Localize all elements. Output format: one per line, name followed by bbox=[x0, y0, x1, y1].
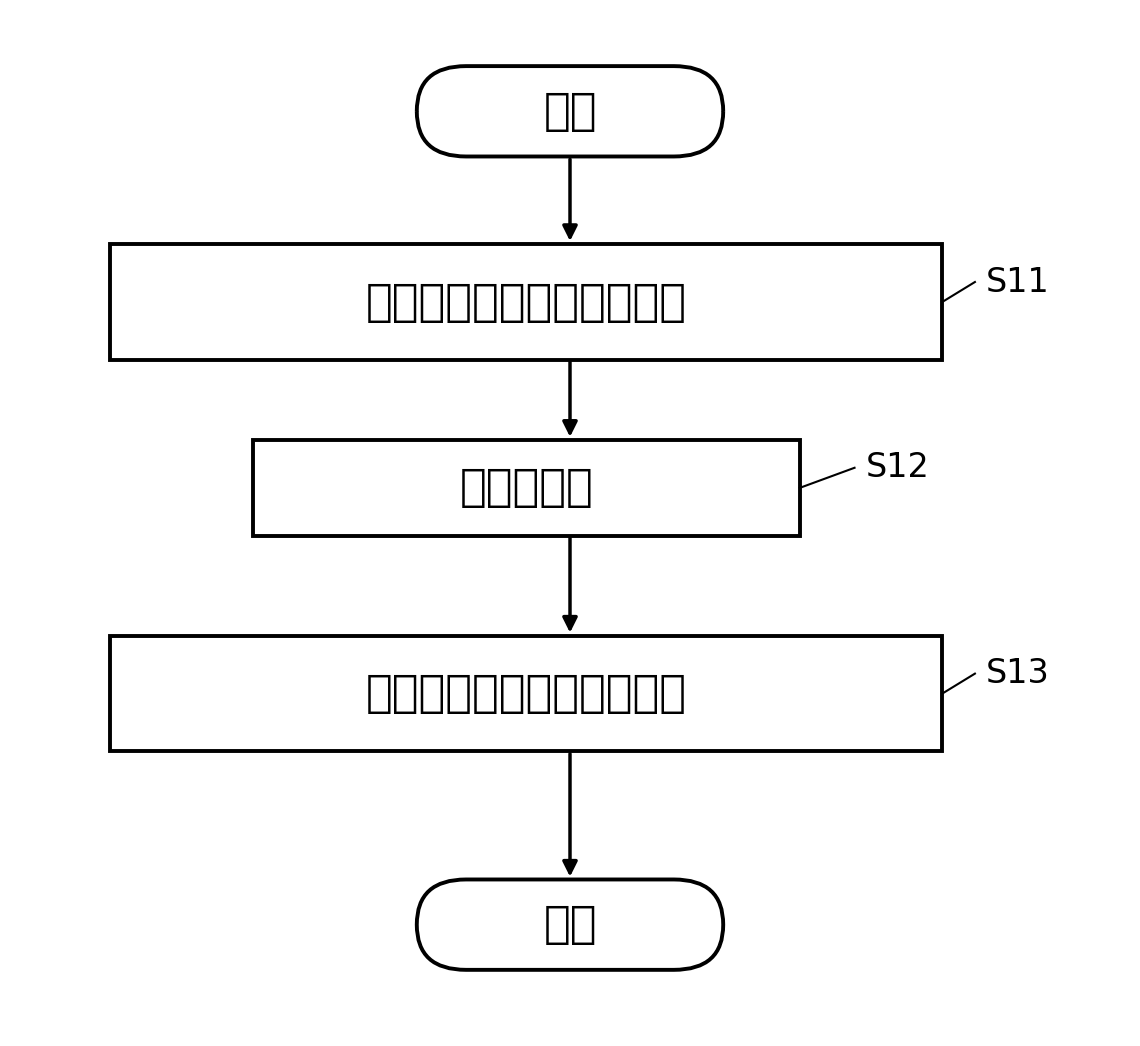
Text: S13: S13 bbox=[986, 657, 1050, 690]
Text: 通过分光仪获取偏振光波长: 通过分光仪获取偏振光波长 bbox=[366, 673, 686, 715]
Text: 发射偏振光: 发射偏振光 bbox=[459, 467, 593, 509]
Text: S11: S11 bbox=[986, 266, 1050, 298]
Text: S12: S12 bbox=[865, 451, 929, 484]
FancyBboxPatch shape bbox=[417, 66, 723, 157]
Text: 结束: 结束 bbox=[544, 903, 596, 947]
Bar bbox=[111, 636, 942, 751]
Bar bbox=[111, 245, 942, 360]
Bar bbox=[253, 440, 800, 536]
Text: 移动镜到偏振光的照射位置: 移动镜到偏振光的照射位置 bbox=[366, 280, 686, 323]
Text: 开始: 开始 bbox=[544, 90, 596, 133]
FancyBboxPatch shape bbox=[417, 880, 723, 970]
